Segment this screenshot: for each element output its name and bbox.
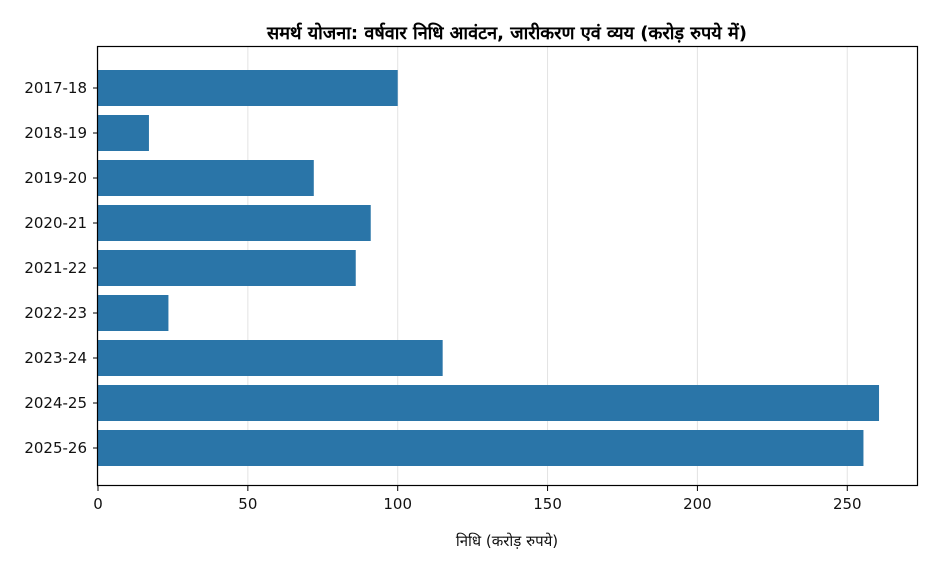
- x-tick-label: 250: [833, 495, 862, 513]
- x-axis-label: निधि (करोड़ रुपये): [456, 532, 558, 550]
- y-tick-label: 2019-20: [24, 169, 87, 187]
- y-tick-label: 2018-19: [24, 124, 87, 142]
- bar-2023-24: [98, 340, 443, 376]
- x-axis-ticks: 0 50 100 150 200 250: [93, 486, 862, 513]
- plot-frame: [96, 45, 919, 487]
- bar-2022-23: [98, 295, 169, 331]
- x-tick-label: 100: [383, 495, 412, 513]
- x-tick-label: 200: [683, 495, 712, 513]
- chart-title: समर्थ योजना: वर्षवार निधि आवंटन, जारीकरण…: [266, 22, 747, 44]
- y-tick-label: 2017-18: [24, 79, 87, 97]
- y-tick-label: 2022-23: [24, 304, 87, 322]
- y-tick-label: 2025-26: [24, 439, 87, 457]
- x-tick-label: 50: [238, 495, 257, 513]
- bars: [98, 70, 880, 466]
- y-tick-label: 2020-21: [24, 214, 87, 232]
- bar-2019-20: [98, 160, 314, 196]
- x-tick-label: 150: [533, 495, 562, 513]
- bar-2025-26: [98, 430, 864, 466]
- y-tick-label: 2023-24: [24, 349, 87, 367]
- bar-2024-25: [98, 385, 880, 421]
- y-tick-label: 2021-22: [24, 259, 87, 277]
- y-tick-label: 2024-25: [24, 394, 87, 412]
- bar-2021-22: [98, 250, 356, 286]
- bar-2017-18: [98, 70, 398, 106]
- y-axis-ticks: 2017-18 2018-19 2019-20 2020-21 2021-22 2022-…: [24, 79, 98, 457]
- bar-2020-21: [98, 205, 371, 241]
- x-tick-label: 0: [93, 495, 103, 513]
- bar-2018-19: [98, 115, 149, 151]
